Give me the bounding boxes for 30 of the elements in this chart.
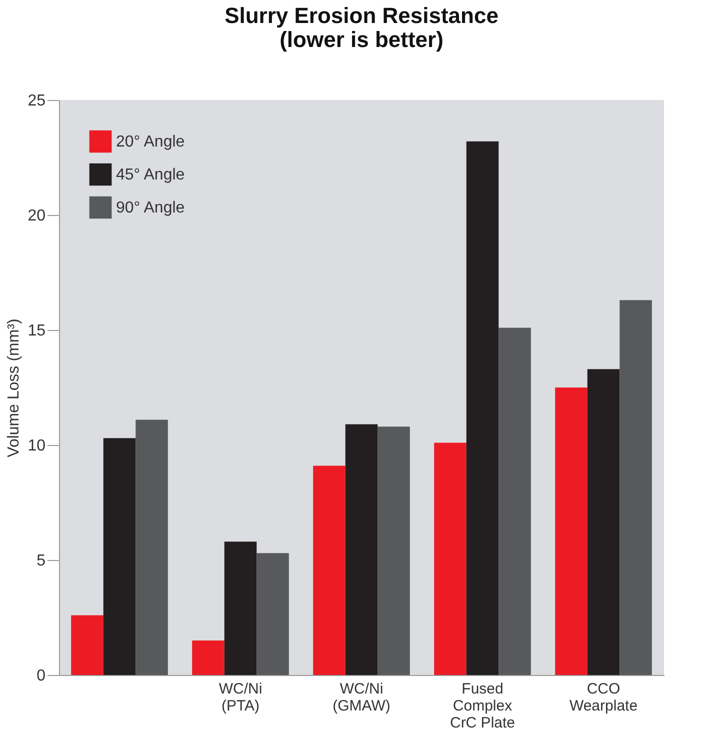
x-tick-label: Fused Complex CrC Plate	[450, 680, 516, 732]
bar	[103, 438, 136, 675]
y-tick-label: 20	[28, 208, 46, 224]
bar	[345, 424, 378, 675]
y-tick-label: 15	[28, 322, 46, 340]
chart-title: Slurry Erosion Resistance (lower is better)	[224, 3, 498, 52]
x-tick-label: WC/Ni (GMAW)	[332, 680, 390, 714]
bar	[378, 426, 410, 675]
bar	[136, 420, 168, 675]
legend-label: 20° Angle	[116, 134, 185, 150]
bar	[313, 466, 346, 675]
bar	[434, 442, 466, 675]
legend-label: 90° Angle	[116, 200, 185, 216]
x-tick-label: CCO Wearplate	[569, 680, 638, 714]
bar	[498, 328, 531, 675]
bar	[71, 615, 104, 675]
bar	[620, 300, 652, 675]
y-tick-label: 5	[36, 552, 46, 570]
bar	[466, 141, 499, 675]
bar	[224, 542, 257, 675]
bar	[555, 388, 588, 675]
bar	[256, 553, 289, 675]
y-tick-label: 25	[28, 92, 46, 110]
bar	[192, 640, 224, 675]
y-axis-title: Volume Loss (mm³)	[6, 318, 23, 458]
legend-label: 45° Angle	[116, 166, 185, 184]
y-tick-label: 10	[28, 438, 46, 454]
y-tick-label: 0	[36, 668, 46, 684]
bar	[587, 369, 620, 675]
x-tick-label: WC/Ni (PTA)	[218, 680, 262, 714]
